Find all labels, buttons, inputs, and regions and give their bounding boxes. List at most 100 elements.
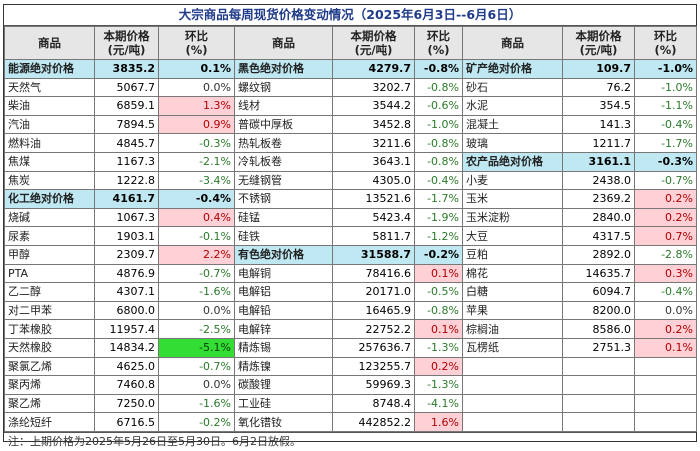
cell-price: 8586.0 xyxy=(562,319,635,339)
table-row: 聚氯乙烯 4625.0 -0.7% 精炼镍 123255.7 0.2% xyxy=(4,356,697,377)
header-row: 商品 本期价格 (元/吨) 环比 (%) 商品 本期价格 (元/吨) 环比 (%) 商品… xyxy=(4,26,697,60)
cell-price: 109.7 xyxy=(562,59,635,79)
cell-price: 3544.2 xyxy=(332,96,415,116)
table-row: 对二甲苯 6800.0 0.0% 电解铅 16465.9 -0.8% 苹果 8200.0 0.0… xyxy=(4,300,697,321)
cell-name: 棕榈油 xyxy=(462,319,563,339)
cell-name: 丁苯橡胶 xyxy=(4,319,95,339)
table-row: 烧碱 1067.3 0.4% 硅锰 5423.4 -1.9% 玉米淀粉 2840.0 0.2% xyxy=(4,207,697,228)
cell-name: 豆粕 xyxy=(462,244,563,265)
cell-chg: 0.2% xyxy=(414,356,463,377)
cell-price: 3202.7 xyxy=(332,77,415,98)
table-row: PTA 4876.9 -0.7% 电解铜 78416.6 0.1% 棉花 14635.7 0.3… xyxy=(4,263,697,284)
cell-price: 7460.8 xyxy=(94,375,159,395)
cell-chg: -0.8% xyxy=(414,133,463,153)
cell-chg: 1.3% xyxy=(158,96,235,116)
cell-chg: -0.7% xyxy=(158,263,235,284)
cell-name: 矿产绝对价格 xyxy=(462,59,563,79)
cell-name: 黑色绝对价格 xyxy=(234,59,333,79)
cell-chg: -0.4% xyxy=(634,282,697,302)
cell-chg: -1.0% xyxy=(414,114,463,135)
cell-price: 14635.7 xyxy=(562,263,635,284)
cell-chg: -0.3% xyxy=(158,133,235,153)
table-row: 焦煤 1167.3 -2.1% 冷轧板卷 3643.1 -0.8% 农产品绝对价格 3161.… xyxy=(4,151,697,172)
cell-name: 聚乙烯 xyxy=(4,393,95,414)
table-row: 丁苯橡胶 11957.4 -2.5% 电解锌 22752.2 0.1% 棕榈油 8586.0 0… xyxy=(4,319,697,339)
empty-cell xyxy=(634,356,697,377)
cell-chg: 0.2% xyxy=(634,319,697,339)
cell-chg: -1.6% xyxy=(158,393,235,414)
cell-name: 硅铁 xyxy=(234,226,333,246)
cell-name: 苹果 xyxy=(462,300,563,321)
cell-price: 4305.0 xyxy=(332,170,415,191)
cell-name: 焦炭 xyxy=(4,170,95,191)
cell-chg: -0.5% xyxy=(414,282,463,302)
cell-chg: -0.8% xyxy=(414,77,463,98)
cell-price: 2309.7 xyxy=(94,244,159,265)
table-title: 大宗商品每周现货价格变动情况（2025年6月3日--6月6日） xyxy=(4,5,696,26)
cell-price: 4876.9 xyxy=(94,263,159,284)
cell-name: 砂石 xyxy=(462,77,563,98)
cell-price: 31588.7 xyxy=(332,244,415,265)
table-row: 乙二醇 4307.1 -1.6% 电解铝 20171.0 -0.5% 白糖 6094.7 -0.… xyxy=(4,282,697,302)
cell-chg: 0.4% xyxy=(158,207,235,228)
cell-chg: -0.8% xyxy=(414,300,463,321)
cell-chg: -0.8% xyxy=(414,59,463,79)
cell-name: 涤纶短纤 xyxy=(4,412,95,432)
cell-name: 水泥 xyxy=(462,96,563,116)
cell-name: 聚氯乙烯 xyxy=(4,356,95,377)
cell-price: 14834.2 xyxy=(94,337,159,358)
cell-price: 6094.7 xyxy=(562,282,635,302)
header-price-2: 本期价格 (元/吨) xyxy=(332,26,415,60)
empty-cell xyxy=(634,375,697,395)
cell-price: 3835.2 xyxy=(94,59,159,79)
table-row: 涤纶短纤 6716.5 -0.2% 氧化镨钕 442852.2 1.6% xyxy=(4,412,697,432)
header-price-3: 本期价格 (元/吨) xyxy=(562,26,635,60)
cell-chg: -0.1% xyxy=(158,226,235,246)
cell-name: 棉花 xyxy=(462,263,563,284)
cell-chg: -1.7% xyxy=(634,133,697,153)
cell-price: 442852.2 xyxy=(332,412,415,432)
cell-price: 6859.1 xyxy=(94,96,159,116)
cell-chg: -0.4% xyxy=(634,114,697,135)
cell-chg: -1.2% xyxy=(414,226,463,246)
cell-name: 碳酸锂 xyxy=(234,375,333,395)
cell-chg: -1.1% xyxy=(634,96,697,116)
cell-price: 2438.0 xyxy=(562,170,635,191)
header-price-1: 本期价格 (元/吨) xyxy=(94,26,159,60)
cell-price: 2840.0 xyxy=(562,207,635,228)
cell-name: 有色绝对价格 xyxy=(234,244,333,265)
cell-price: 4307.1 xyxy=(94,282,159,302)
cell-price: 4845.7 xyxy=(94,133,159,153)
cell-price: 1211.7 xyxy=(562,133,635,153)
empty-cell xyxy=(462,393,563,414)
cell-price: 354.5 xyxy=(562,96,635,116)
cell-chg: -0.2% xyxy=(414,244,463,265)
cell-price: 4161.7 xyxy=(94,189,159,209)
cell-chg: 0.9% xyxy=(158,114,235,135)
cell-name: 不锈钢 xyxy=(234,189,333,209)
price-table-frame: 大宗商品每周现货价格变动情况（2025年6月3日--6月6日） 商品 本期价格(… xyxy=(3,4,697,448)
cell-name: 天然气 xyxy=(4,77,95,98)
cell-price: 2751.3 xyxy=(562,337,635,358)
cell-name: 混凝土 xyxy=(462,114,563,135)
cell-chg: 0.1% xyxy=(414,319,463,339)
cell-price: 16465.9 xyxy=(332,300,415,321)
table-row: 化工绝对价格 4161.7 -0.4% 不锈钢 13521.6 -1.7% 玉米 2369.2… xyxy=(4,189,697,209)
empty-cell xyxy=(562,375,635,395)
table-row: 燃料油 4845.7 -0.3% 热轧板卷 3211.6 -0.8% 玻璃 1211.7 -1.… xyxy=(4,133,697,153)
cell-price: 2892.0 xyxy=(562,244,635,265)
header-chg-3: 环比 (%) xyxy=(634,26,697,60)
cell-name: 烧碱 xyxy=(4,207,95,228)
cell-name: 氧化镨钕 xyxy=(234,412,333,432)
cell-chg: -2.5% xyxy=(158,319,235,339)
cell-name: 化工绝对价格 xyxy=(4,189,95,209)
header-chg-1: 环比 (%) xyxy=(158,26,235,60)
cell-price: 1067.3 xyxy=(94,207,159,228)
cell-price: 1167.3 xyxy=(94,151,159,172)
cell-price: 141.3 xyxy=(562,114,635,135)
cell-price: 4279.7 xyxy=(332,59,415,79)
cell-price: 8748.4 xyxy=(332,393,415,414)
cell-name: 甲醇 xyxy=(4,244,95,265)
cell-chg: 0.3% xyxy=(634,263,697,284)
cell-chg: -2.1% xyxy=(158,151,235,172)
